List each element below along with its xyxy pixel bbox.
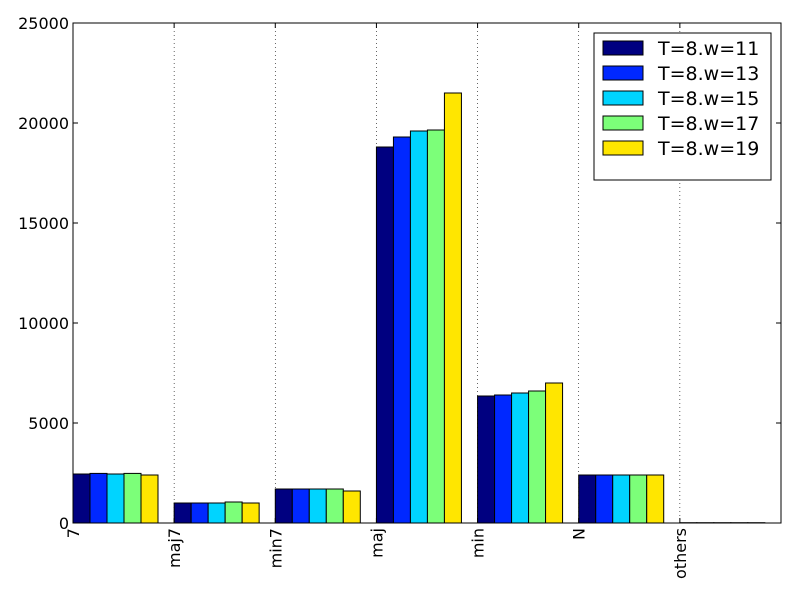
legend-swatch [603, 91, 643, 105]
y-tick-label: 20000 [18, 114, 69, 133]
y-tick-label: 25000 [18, 14, 69, 33]
bar [174, 503, 191, 523]
bar [579, 475, 596, 523]
bar [124, 473, 141, 523]
bar [225, 502, 242, 523]
legend-label: T=8.w=13 [657, 63, 759, 85]
legend-label: T=8.w=11 [657, 38, 759, 60]
bar [309, 489, 326, 523]
x-tick-label: N [570, 528, 589, 540]
x-tick-label: maj7 [165, 528, 184, 568]
bar [546, 383, 563, 523]
legend-swatch [603, 66, 643, 80]
bar [444, 93, 461, 523]
bar [343, 491, 360, 523]
x-tick-label: others [671, 528, 690, 579]
legend-swatch [603, 41, 643, 55]
bar [141, 475, 158, 523]
legend-swatch [603, 116, 643, 130]
legend: T=8.w=11 T=8.w=13 T=8.w=15 T=8.w=17 T=8.w=19 [594, 33, 771, 180]
bar [529, 391, 546, 523]
bar [208, 503, 225, 523]
legend-swatch [603, 141, 643, 155]
bar [275, 489, 292, 523]
legend-label: T=8.w=17 [657, 113, 759, 135]
bar [107, 474, 124, 523]
bar [478, 396, 495, 523]
x-tick-label: 7 [64, 528, 83, 538]
bar [596, 475, 613, 523]
bar [427, 130, 444, 523]
bar [647, 475, 664, 523]
legend-label: T=8.w=15 [657, 88, 759, 110]
bar [90, 473, 107, 523]
x-tick-label: min7 [266, 528, 285, 568]
x-tick-label: maj [367, 528, 386, 558]
bar [73, 474, 90, 523]
bar [292, 489, 309, 523]
bar [613, 475, 630, 523]
bar [191, 503, 208, 523]
bar [410, 131, 427, 523]
y-tick-label: 15000 [18, 214, 69, 233]
bar [376, 147, 393, 523]
y-tick-label: 5000 [28, 414, 69, 433]
bar [393, 137, 410, 523]
bar [630, 475, 647, 523]
legend-label: T=8.w=19 [657, 138, 759, 160]
y-tick-label: 10000 [18, 314, 69, 333]
bar [495, 395, 512, 523]
x-tick-label: min [469, 528, 488, 558]
bar [326, 489, 343, 523]
bar [242, 503, 259, 523]
bar [512, 393, 529, 523]
